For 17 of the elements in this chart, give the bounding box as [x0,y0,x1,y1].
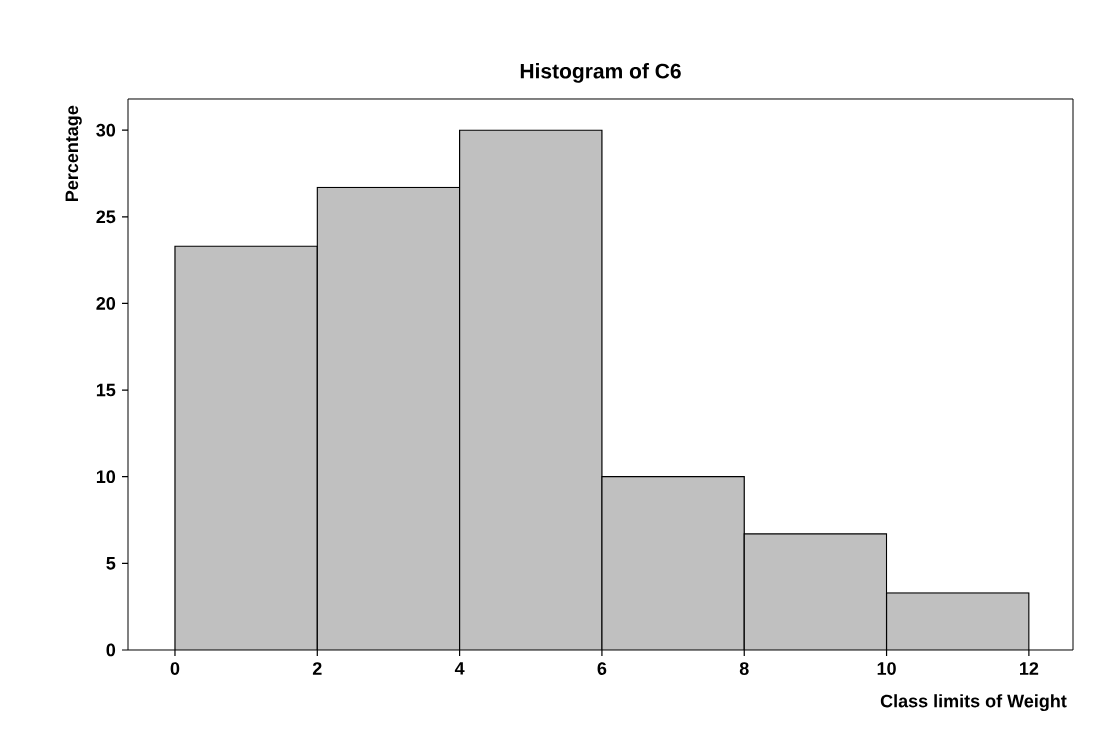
y-tick-label: 15 [96,383,116,397]
y-axis-title: Percentage [65,105,82,202]
x-axis-title: Class limits of Weight [880,694,1067,712]
chart-title: Histogram of C6 [520,63,681,83]
y-tick-label: 20 [96,297,116,310]
x-tick-label: 0 [170,662,180,675]
x-tick-label: 8 [739,662,749,675]
y-tick-label: 10 [96,470,116,484]
y-tick-label: 5 [106,557,116,570]
y-tick-label: 25 [96,210,116,224]
x-tick-label: 4 [454,662,465,675]
x-tick-label: 6 [597,662,607,675]
y-tick-label: 0 [106,643,116,657]
y-tick-label: 30 [96,123,116,137]
x-tick-label: 10 [877,662,896,675]
x-tick-label: 2 [312,662,322,675]
x-tick-label: 12 [1020,662,1039,675]
